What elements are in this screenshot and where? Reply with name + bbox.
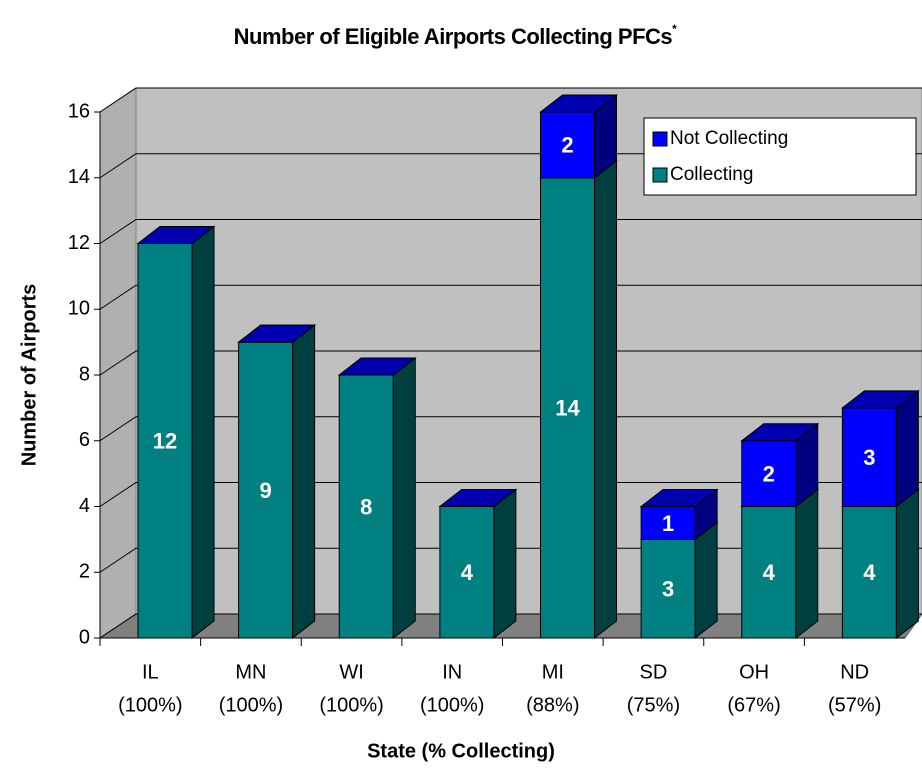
bar-front bbox=[640, 506, 696, 540]
bar-front bbox=[338, 374, 394, 639]
legend-swatch bbox=[652, 131, 668, 147]
x-tick-label: MN bbox=[235, 661, 266, 683]
bar-front bbox=[540, 177, 595, 639]
bar bbox=[438, 488, 518, 640]
x-tick-label: ND bbox=[840, 661, 869, 683]
data-label: 4 bbox=[461, 560, 474, 585]
legend-swatch bbox=[652, 167, 668, 183]
bar-top bbox=[237, 324, 317, 343]
y-tick-label: 8 bbox=[79, 363, 90, 385]
bar bbox=[840, 488, 920, 640]
y-tick-label: 12 bbox=[68, 232, 90, 254]
bar bbox=[438, 489, 518, 507]
bar-front bbox=[439, 506, 495, 639]
x-tick-label: IN bbox=[442, 661, 462, 683]
data-label: 12 bbox=[153, 429, 177, 454]
grid-line bbox=[99, 87, 922, 113]
x-tick-label: (100%) bbox=[219, 694, 283, 716]
bar bbox=[639, 488, 719, 541]
bar-front bbox=[741, 440, 797, 507]
bar-top bbox=[639, 489, 719, 507]
x-tick-label: WI bbox=[339, 661, 363, 683]
data-label: 4 bbox=[863, 560, 876, 585]
x-tick-label: (75%) bbox=[627, 694, 680, 716]
bar bbox=[740, 422, 820, 508]
bar bbox=[136, 226, 216, 244]
data-label: 3 bbox=[863, 445, 875, 470]
bar bbox=[740, 488, 820, 640]
title-text: Number of Eligible Airports Collecting P… bbox=[234, 24, 673, 49]
x-tick-label: (100%) bbox=[319, 694, 383, 716]
bar-side bbox=[392, 356, 416, 640]
x-tick-label: MI bbox=[542, 661, 564, 683]
bar bbox=[337, 356, 417, 640]
bar bbox=[237, 324, 317, 640]
grid-line bbox=[99, 416, 922, 442]
bar-side bbox=[895, 389, 919, 508]
x-tick-label: IL bbox=[142, 661, 159, 683]
y-tick-label: 2 bbox=[79, 561, 90, 583]
title-marker: * bbox=[672, 22, 677, 36]
data-label: 2 bbox=[763, 461, 775, 486]
x-tick-label: (100%) bbox=[118, 694, 182, 716]
data-label: 4 bbox=[763, 560, 776, 585]
bar-top bbox=[136, 226, 216, 244]
y-tick-label: 0 bbox=[79, 626, 90, 648]
grid-line bbox=[99, 350, 922, 376]
bar-top bbox=[740, 423, 820, 442]
legend-label: Collecting bbox=[670, 164, 753, 185]
bar-side bbox=[795, 488, 819, 640]
y-tick-label: 10 bbox=[68, 298, 90, 320]
bar-side bbox=[694, 521, 718, 640]
bar-front bbox=[540, 111, 595, 179]
bar bbox=[237, 324, 317, 343]
bar-side bbox=[191, 225, 215, 640]
x-tick-label: (67%) bbox=[727, 694, 780, 716]
data-label: 3 bbox=[662, 577, 674, 602]
bar-side bbox=[895, 488, 919, 640]
y-tick-label: 4 bbox=[79, 495, 90, 517]
y-axis-label: Number of Airports bbox=[18, 284, 40, 467]
data-label: 14 bbox=[555, 396, 580, 421]
data-label: 1 bbox=[662, 511, 674, 536]
y-tick-label: 16 bbox=[68, 100, 90, 122]
x-tick-label: SD bbox=[640, 661, 668, 683]
x-tick-label: (100%) bbox=[420, 694, 484, 716]
bar-side bbox=[594, 159, 617, 640]
bar-top bbox=[337, 357, 417, 376]
data-label: 8 bbox=[360, 494, 372, 519]
bar bbox=[337, 357, 417, 376]
x-tick-label: OH bbox=[739, 661, 769, 683]
grid-line bbox=[99, 284, 922, 310]
data-label: 9 bbox=[260, 478, 272, 503]
bar-front bbox=[238, 341, 294, 639]
y-tick-label: 6 bbox=[79, 429, 90, 451]
x-tick-label: (57%) bbox=[828, 694, 881, 716]
bar-top bbox=[539, 94, 618, 113]
grid-line bbox=[99, 219, 922, 244]
bar bbox=[840, 389, 920, 508]
bar-side bbox=[493, 488, 517, 640]
chart-title: Number of Eligible Airports Collecting P… bbox=[234, 22, 678, 49]
data-label: 2 bbox=[561, 133, 573, 158]
bar-top bbox=[438, 489, 518, 507]
bar bbox=[539, 93, 618, 179]
grid-line bbox=[99, 482, 922, 507]
x-axis-label: State (% Collecting) bbox=[367, 740, 555, 762]
x-tick-label: (88%) bbox=[526, 694, 579, 716]
legend-label: Not Collecting bbox=[670, 128, 788, 149]
bar-side bbox=[292, 324, 316, 640]
bar-top bbox=[840, 390, 920, 409]
y-tick-label: 14 bbox=[68, 166, 90, 188]
legend bbox=[643, 117, 917, 196]
